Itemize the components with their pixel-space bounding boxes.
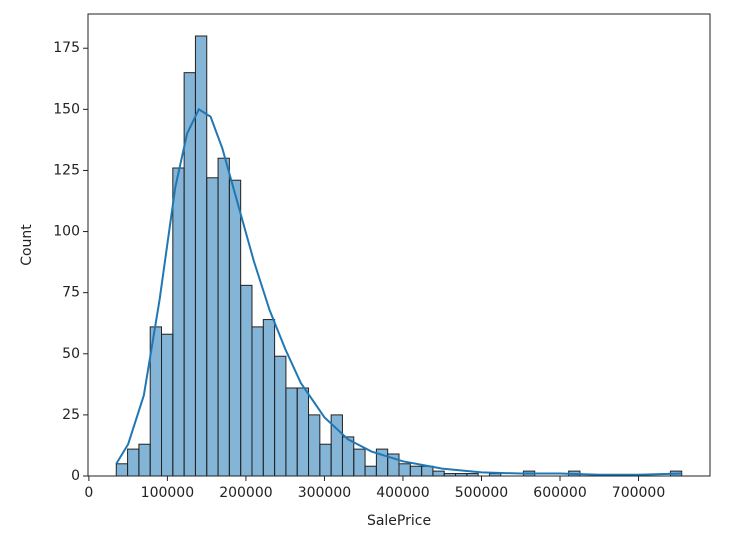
y-axis-label: Count — [19, 224, 35, 266]
y-tick-label: 50 — [62, 346, 80, 362]
bar — [308, 414, 321, 477]
x-tick-label: 100000 — [141, 485, 194, 501]
bar — [228, 179, 242, 477]
bar — [262, 319, 276, 477]
bar — [341, 436, 355, 477]
bar — [183, 72, 196, 477]
y-tick-label: 100 — [53, 224, 80, 240]
x-tick-label: 600000 — [533, 485, 586, 501]
bar — [115, 463, 129, 477]
y-tick-label: 175 — [53, 40, 80, 56]
bar — [161, 333, 174, 477]
bar — [398, 463, 411, 477]
x-tick-label: 400000 — [376, 485, 429, 501]
x-tick-label: 0 — [84, 485, 93, 501]
y-tick-label: 0 — [71, 468, 80, 484]
bar — [421, 465, 434, 477]
x-tick-label: 300000 — [298, 485, 351, 501]
bar — [138, 443, 151, 477]
x-tick-label: 700000 — [612, 485, 665, 501]
bar — [127, 448, 140, 477]
bar — [251, 326, 264, 477]
y-tick-label: 125 — [53, 162, 80, 178]
y-tick-label: 25 — [62, 407, 80, 423]
bar — [432, 470, 445, 477]
y-tick-label: 75 — [62, 285, 80, 301]
bar — [353, 448, 366, 477]
x-axis-label: SalePrice — [367, 513, 431, 529]
bar — [409, 465, 423, 477]
kde-line — [115, 107, 682, 476]
x-tick-label: 500000 — [455, 485, 508, 501]
bar — [217, 157, 230, 477]
bar — [194, 35, 208, 477]
bar — [296, 387, 310, 477]
bar — [319, 443, 332, 477]
x-tick-label: 200000 — [219, 485, 272, 501]
plot-frame — [87, 13, 711, 477]
y-tick-label: 150 — [53, 101, 80, 117]
bar — [285, 387, 298, 477]
bar — [206, 177, 219, 477]
bar — [172, 167, 185, 477]
bar — [240, 284, 253, 477]
bar — [364, 465, 377, 477]
bar — [274, 355, 287, 477]
